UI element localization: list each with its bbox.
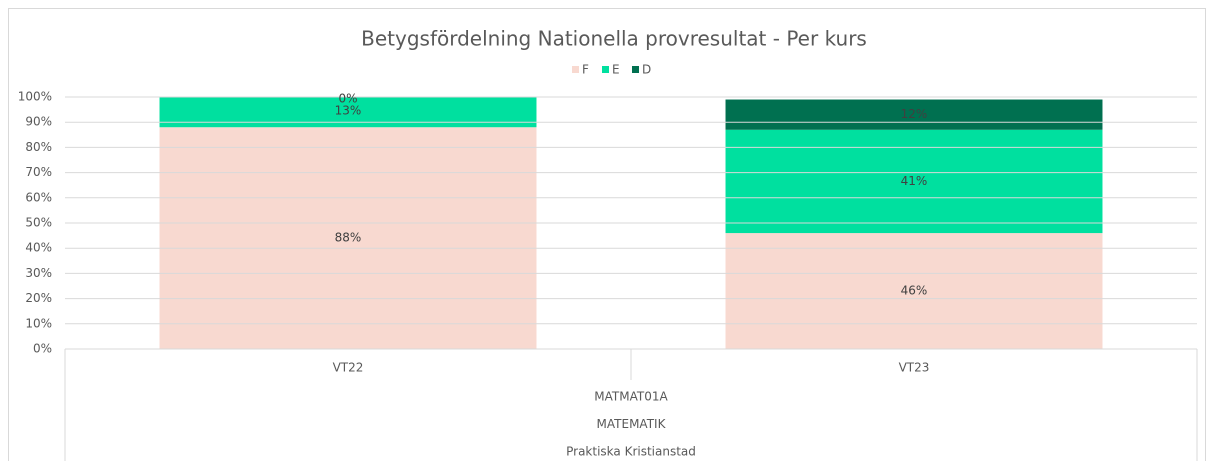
x-tick-label: VT22 (333, 361, 364, 375)
category-group-label: MATMAT01A (594, 390, 668, 404)
data-label: 12% (901, 107, 928, 121)
x-tick-label: VT23 (899, 361, 930, 375)
y-tick-label: 20% (25, 291, 52, 305)
legend-swatch (572, 66, 579, 73)
chart-title: Betygsfördelning Nationella provresultat… (361, 27, 867, 51)
y-tick-label: 60% (25, 190, 52, 204)
data-label: 41% (901, 174, 928, 188)
y-tick-label: 70% (25, 165, 52, 179)
legend-swatch (632, 66, 639, 73)
y-tick-label: 10% (25, 316, 52, 330)
data-label: 0% (338, 92, 357, 106)
data-label: 88% (335, 231, 362, 245)
plot-area (159, 97, 1103, 349)
legend-label: F (582, 63, 589, 77)
y-tick-label: 50% (25, 216, 52, 230)
legend-label: D (642, 63, 651, 77)
legend-label: E (612, 63, 620, 77)
data-label: 13% (335, 103, 362, 117)
bar-segment (725, 233, 1103, 349)
category-group-label: MATEMATIK (597, 417, 667, 431)
legend-swatch (602, 66, 609, 73)
y-tick-label: 40% (25, 241, 52, 255)
y-tick-label: 100% (18, 90, 52, 104)
y-tick-label: 0% (33, 342, 52, 356)
bar-segment (159, 127, 537, 349)
bar-segment (725, 99, 1103, 130)
y-tick-label: 90% (25, 115, 52, 129)
category-group-label: Praktiska Kristianstad (566, 445, 696, 459)
y-tick-label: 80% (25, 140, 52, 154)
data-label: 46% (901, 284, 928, 298)
y-tick-label: 30% (25, 266, 52, 280)
